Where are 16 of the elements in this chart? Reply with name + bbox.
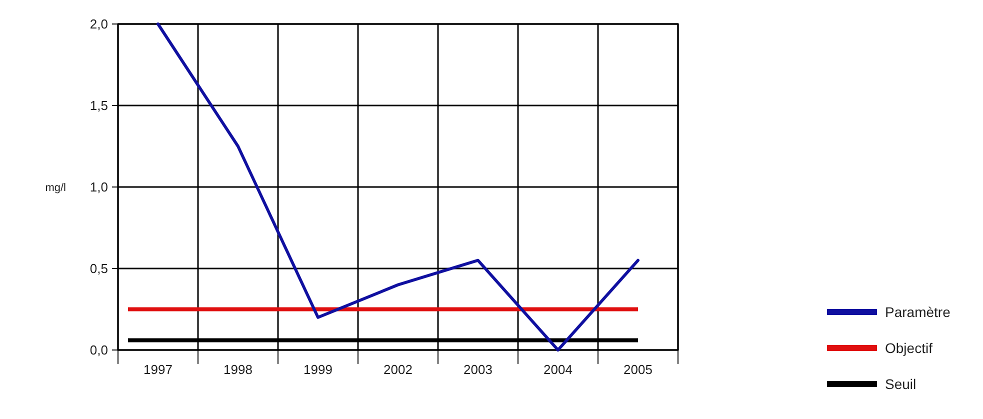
y-tick-label: 2,0 [90, 16, 108, 32]
legend-label: Paramètre [885, 304, 951, 320]
y-tick-label: 1,5 [90, 98, 108, 114]
x-tick-label: 1998 [224, 362, 252, 377]
x-tick-label: 2003 [464, 362, 492, 377]
x-tick-label: 2002 [384, 362, 412, 377]
x-tick-label: 2004 [544, 362, 572, 377]
x-tick-label: 2005 [624, 362, 652, 377]
y-axis-title: mg/l [45, 182, 66, 194]
legend-label: Objectif [885, 340, 933, 356]
y-tick-label: 0,0 [90, 342, 108, 358]
y-tick-label: 1,0 [90, 180, 108, 195]
legend-label: Seuil [885, 376, 916, 392]
y-tick-label: 0,5 [90, 261, 108, 276]
x-tick-label: 1999 [304, 362, 332, 377]
x-tick-label: 1997 [144, 362, 172, 377]
